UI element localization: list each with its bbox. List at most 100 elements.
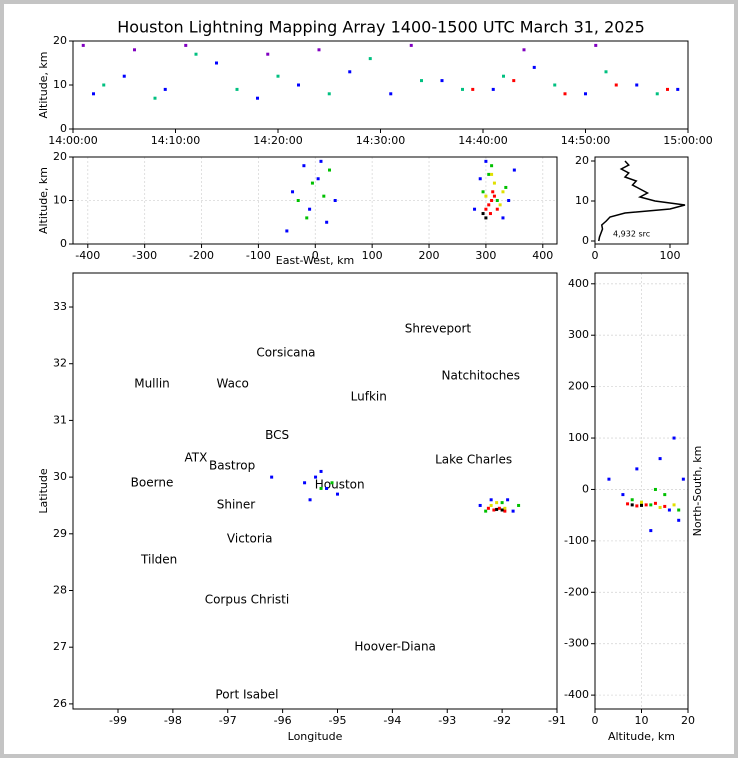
y-tick-label: 100: [568, 431, 589, 444]
source-point: [348, 70, 352, 74]
source-point: [133, 48, 136, 52]
source-point: [368, 57, 372, 61]
source-point: [194, 52, 198, 56]
x-tick-label: 15:00:00: [663, 134, 712, 147]
source-point: [511, 509, 515, 513]
source-point: [503, 506, 507, 510]
city-label: Waco: [216, 377, 248, 391]
x-tick-label: -100: [246, 249, 271, 262]
source-point: [495, 199, 499, 202]
source-point: [502, 74, 505, 78]
x-tick-label: 14:00:00: [48, 134, 97, 147]
y-tick-label: 10: [53, 78, 67, 91]
source-point: [563, 92, 567, 96]
source-point: [487, 172, 491, 176]
plot-frame: [594, 272, 689, 710]
y-tick-label: 30: [53, 470, 67, 483]
source-point: [658, 457, 662, 461]
source-point: [677, 508, 681, 512]
source-point: [481, 212, 485, 216]
source-point: [481, 190, 485, 194]
y-tick-label: 20: [53, 150, 67, 163]
source-point: [658, 505, 662, 509]
x-tick-label: 14:30:00: [356, 134, 405, 147]
source-point: [297, 83, 300, 87]
source-point: [630, 503, 634, 507]
plot-area: [73, 41, 688, 129]
source-point: [500, 508, 504, 512]
source-point: [492, 194, 496, 198]
source-point: [517, 503, 521, 507]
source-point: [102, 83, 106, 87]
source-point: [504, 185, 508, 189]
source-point: [478, 503, 482, 507]
source-point: [667, 508, 671, 512]
source-point: [296, 199, 300, 202]
source-point: [644, 503, 648, 507]
source-point: [285, 229, 289, 233]
source-point: [507, 199, 511, 202]
x-tick-label: -400: [75, 249, 100, 262]
x-axis-label: East-West, km: [276, 254, 354, 267]
source-point: [604, 70, 608, 74]
y-axis-label: Altitude, km: [37, 51, 50, 118]
source-point: [497, 506, 501, 510]
source-point: [626, 502, 630, 506]
source-point: [291, 190, 295, 194]
city-label: Lake Charles: [435, 453, 512, 467]
x-tick-label: -300: [132, 249, 157, 262]
y-tick-label: 400: [568, 277, 589, 290]
source-point: [607, 477, 611, 481]
y-tick-label: 20: [575, 154, 589, 167]
source-point: [484, 509, 488, 513]
y-axis-label: North-South, km: [691, 446, 704, 537]
source-point: [500, 501, 504, 505]
y-axis-label: Latitude: [37, 468, 50, 514]
city-label: Victoria: [227, 531, 273, 545]
source-point: [163, 87, 167, 91]
x-tick-label: -92: [493, 714, 511, 727]
source-point: [389, 92, 393, 96]
source-point: [677, 518, 681, 522]
source-point: [256, 96, 259, 100]
source-point: [635, 83, 639, 87]
city-label: Mullin: [134, 377, 170, 391]
source-point: [489, 498, 493, 502]
source-point: [522, 48, 526, 52]
source-point: [663, 504, 667, 508]
source-point: [486, 506, 490, 510]
x-tick-label: -91: [548, 714, 566, 727]
source-count: 4,932 src: [613, 230, 650, 239]
source-point: [640, 503, 643, 507]
city-label: Natchitoches: [441, 369, 519, 383]
source-point: [653, 487, 657, 491]
plot-frame: [72, 272, 558, 710]
y-tick-label: 26: [53, 697, 67, 710]
source-point: [594, 43, 598, 47]
source-point: [614, 83, 618, 87]
plot-area: [73, 273, 557, 709]
source-point: [319, 486, 323, 490]
x-tick-label: -93: [438, 714, 456, 727]
y-tick-label: 300: [568, 328, 589, 341]
x-tick-label: -94: [383, 714, 401, 727]
source-point: [153, 96, 157, 100]
source-point: [676, 87, 680, 91]
source-point: [492, 508, 496, 512]
x-tick-label: -97: [219, 714, 237, 727]
source-point: [649, 529, 653, 533]
source-point: [498, 203, 502, 207]
source-point: [266, 52, 270, 56]
source-point: [305, 216, 309, 220]
y-tick-label: -100: [564, 534, 589, 547]
x-tick-label: 300: [475, 249, 496, 262]
source-point: [325, 486, 329, 490]
y-tick-label: -400: [564, 688, 589, 701]
source-point: [478, 177, 482, 181]
figure-title: Houston Lightning Mapping Array 1400-150…: [117, 18, 645, 37]
y-tick-label: 32: [53, 357, 67, 370]
source-point: [484, 216, 488, 220]
y-tick-label: -200: [564, 585, 589, 598]
source-point: [640, 500, 643, 504]
